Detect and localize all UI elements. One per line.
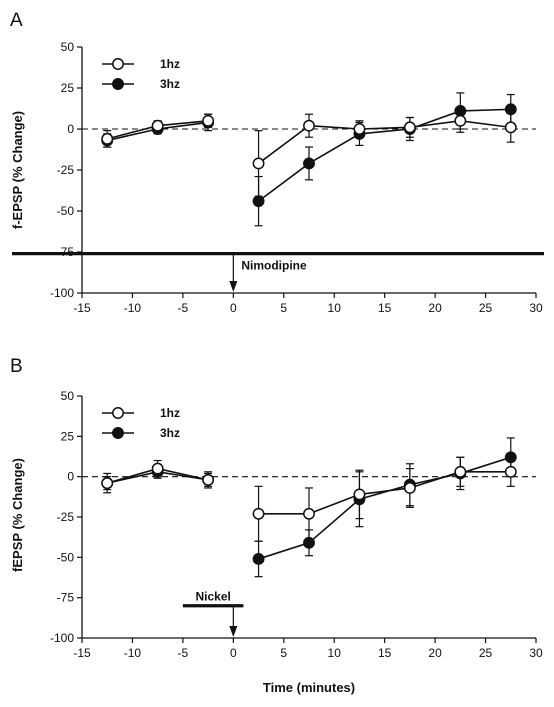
x-tick-label: -15 [73,646,91,660]
y-tick-label: 0 [67,470,74,484]
legend-label-3hz: 3hz [160,426,180,440]
y-axis-label-b: fEPSP (% Change) [10,458,25,572]
x-tick-label: 5 [280,301,287,315]
series-line-1hz [258,471,511,515]
x-tick-label: 25 [479,646,493,660]
legend-label-1hz: 1hz [160,57,180,71]
data-point-1hz [151,119,164,132]
legend-label-1hz: 1hz [160,406,180,420]
x-tick-label: 25 [479,301,493,315]
legend-marker-1hz [112,58,124,70]
y-tick-label: -50 [57,204,75,218]
x-tick-label: -10 [124,301,142,315]
y-tick-label: 50 [61,40,75,54]
y-tick-label: -100 [50,286,74,300]
x-tick-label: 0 [230,301,237,315]
legend-marker-1hz [112,407,124,419]
data-point-1hz [403,121,416,134]
y-tick-label: 50 [61,389,75,403]
series-line-1hz [258,119,511,165]
data-point-1hz [303,119,315,132]
x-tick-label: -5 [178,646,189,660]
y-tick-label: -50 [57,550,75,564]
drug-label: Nimodipine [241,259,307,273]
x-tick-label: 10 [328,301,342,315]
y-tick-label: 25 [61,429,75,443]
x-tick-label: -10 [124,646,142,660]
x-tick-label: 30 [529,646,543,660]
data-point-1hz [101,132,114,145]
data-point-1hz [101,477,114,490]
x-axis-label-b: Time (minutes) [263,680,355,695]
drug-label: Nickel [195,590,230,604]
data-point-1hz [454,114,467,127]
data-point-1hz [202,114,215,127]
y-tick-label: -75 [57,245,75,259]
y-tick-label: -25 [57,163,75,177]
data-point-1hz [353,123,366,135]
data-point-1hz [454,465,467,478]
y-tick-label: -75 [57,591,75,605]
x-tick-label: 15 [378,301,392,315]
y-tick-label: 0 [67,122,74,136]
panel-a: A f-EPSP (% Change) -100-75-50-2502550-1… [10,10,544,315]
x-tick-label: 10 [328,646,342,660]
data-point-3hz [252,552,265,565]
panel-b: B fEPSP (% Change) Time (minutes) -100-7… [10,356,543,695]
series-line-3hz [258,108,511,202]
x-tick-label: -5 [178,301,189,315]
data-point-1hz [504,121,517,134]
legend-marker-3hz [112,78,124,90]
data-point-1hz [403,482,416,494]
y-tick-label: 25 [61,81,75,95]
data-point-1hz [202,473,215,486]
data-point-1hz [151,462,164,475]
panel-letter-a: A [10,10,23,31]
x-tick-label: 20 [428,301,442,315]
data-point-1hz [252,507,265,520]
data-point-1hz [353,488,366,501]
x-tick-label: 0 [230,646,237,660]
drug-arrow-head [229,626,238,637]
data-point-1hz [504,465,517,478]
data-point-3hz [303,157,315,170]
x-tick-label: 5 [280,646,287,660]
panel-letter-b: B [10,356,23,377]
y-axis-label-a: f-EPSP (% Change) [10,111,25,229]
data-point-1hz [303,507,315,520]
y-tick-label: -25 [57,510,75,524]
drug-arrow-head [229,281,238,292]
series-line-3hz [258,456,512,560]
x-tick-label: -15 [73,301,91,315]
legend-marker-3hz [112,427,124,439]
data-point-3hz [252,195,265,208]
data-point-1hz [252,157,265,170]
x-tick-label: 20 [428,646,442,660]
x-tick-label: 15 [378,646,392,660]
x-tick-label: 30 [529,301,543,315]
y-tick-label: -100 [50,631,74,645]
legend-label-3hz: 3hz [160,77,180,91]
